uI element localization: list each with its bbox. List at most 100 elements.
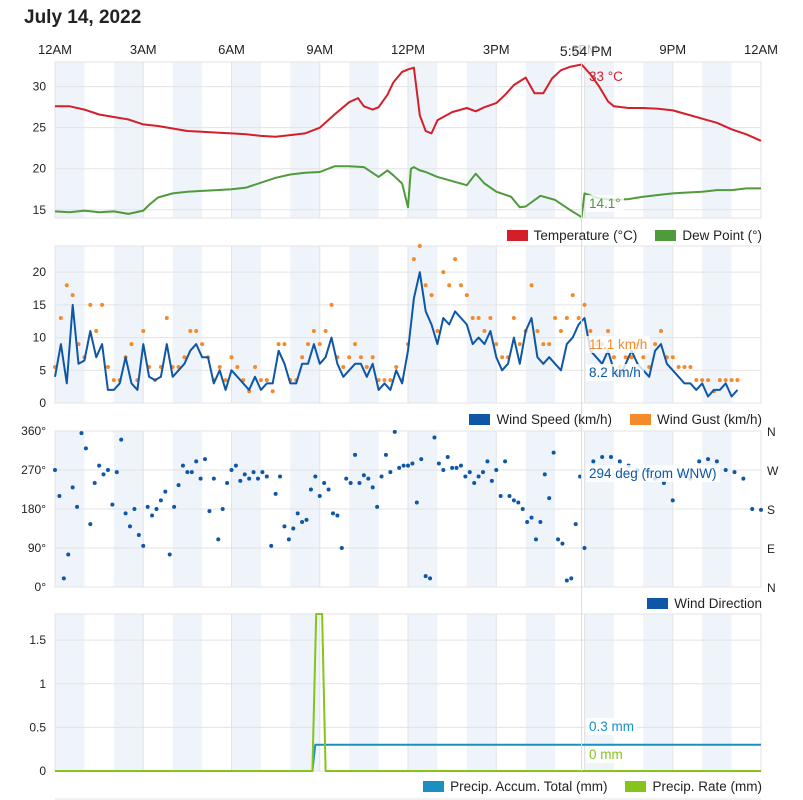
x-tick-label: 6AM	[218, 42, 245, 57]
hour-stripe	[643, 62, 673, 218]
wind-gust-point	[94, 329, 99, 334]
wind-gust-point	[629, 355, 634, 360]
wind-gust-point	[564, 315, 569, 320]
wind-direction-point	[225, 481, 230, 485]
tooltip-precip-rate: 0 mm	[586, 746, 626, 763]
wind-gust-point	[464, 293, 469, 298]
wind-gust-point	[553, 315, 558, 320]
wind-gust-point	[100, 302, 105, 307]
legend-item-wind-gust[interactable]: Wind Gust (km/h)	[629, 412, 762, 427]
wind-gust-point	[700, 378, 705, 383]
wind-direction-point	[251, 470, 256, 475]
wind-gust-point	[458, 283, 463, 288]
legend-item-temperature[interactable]: Temperature (°C)	[506, 228, 638, 243]
wind-direction-point	[600, 455, 605, 459]
wind-direction-point	[176, 483, 181, 488]
wind-direction-point	[556, 537, 561, 542]
legend-swatch-wind-gust	[629, 414, 651, 425]
wind-direction-point	[97, 463, 102, 468]
wind-direction-point	[238, 478, 243, 483]
wind-gust-point	[358, 355, 363, 360]
wind-gust-point	[305, 342, 310, 347]
x-tick-label: 3PM	[482, 42, 510, 57]
wind-direction-point	[278, 474, 283, 479]
wind-direction-point	[445, 455, 450, 459]
wind-direction-point	[304, 517, 309, 522]
wind-gust-point	[470, 315, 475, 320]
hour-stripe	[525, 614, 556, 771]
wind-gust-point	[64, 283, 69, 288]
wind-direction-point	[66, 552, 71, 557]
wind-direction-point	[564, 578, 569, 583]
hour-stripe	[702, 614, 732, 771]
wind-direction-point	[203, 457, 208, 462]
wind-direction-point	[110, 502, 115, 507]
legend-item-precip-rate[interactable]: Precip. Rate (mm)	[625, 779, 762, 794]
wind-gust-point	[676, 365, 681, 370]
legend-item-dew-point[interactable]: Dew Point (°)	[655, 228, 762, 243]
tooltip-wind-direction: 294 deg (from WNW)	[586, 465, 720, 482]
wind-gust-point	[441, 270, 446, 275]
wind-direction-point	[375, 504, 380, 509]
wind-direction-point	[454, 465, 459, 470]
wind-direction-point	[467, 470, 472, 475]
wind-direction-point	[123, 511, 128, 516]
wind-gust-point	[429, 293, 434, 298]
tooltip-temperature: 33 °C	[589, 69, 623, 84]
wind-direction-point	[172, 504, 177, 509]
x-tick-label: 12AM	[744, 42, 778, 57]
wind-direction-point	[476, 474, 481, 479]
wind-gust-point	[364, 365, 369, 370]
wind-gust-point	[717, 378, 722, 383]
wind-gust-point	[323, 329, 328, 334]
wind-gust-point	[88, 302, 93, 307]
legend-label-wind-speed: Wind Speed (km/h)	[496, 412, 612, 427]
hour-stripe	[55, 614, 85, 771]
wind-direction-point	[392, 429, 397, 434]
wind-direction-point	[150, 513, 155, 518]
wind-gust-point	[341, 365, 346, 370]
wind-gust-point	[370, 355, 375, 360]
wind-direction-point	[101, 472, 106, 477]
wind-direction-point	[507, 494, 512, 498]
temperature-line	[55, 63, 762, 142]
cursor-time-label: 5:54 PM	[557, 43, 615, 59]
wind-direction-point	[498, 494, 503, 498]
wind-direction-point	[379, 474, 384, 479]
wind-direction-point	[105, 468, 110, 472]
wind-gust-point	[488, 315, 493, 320]
wind-direction-point	[247, 476, 252, 481]
legend-item-wind-speed[interactable]: Wind Speed (km/h)	[469, 412, 612, 427]
wind-direction-point	[158, 498, 163, 503]
wind-direction-point	[617, 459, 622, 464]
wind-direction-point	[383, 452, 388, 457]
wind-direction-point	[661, 481, 666, 485]
wind-direction-point	[741, 476, 746, 481]
x-tick-label: 9AM	[306, 42, 334, 57]
y-tick-label: 10	[33, 331, 47, 345]
wind-direction-point	[560, 541, 565, 546]
hour-stripe	[525, 246, 556, 403]
wind-direction-point	[185, 470, 190, 475]
wind-direction-point	[551, 450, 556, 455]
wind-direction-point	[92, 481, 97, 485]
legend-item-precip-accum[interactable]: Precip. Accum. Total (mm)	[423, 779, 607, 794]
legend-label-temperature: Temperature (°C)	[533, 228, 638, 243]
wind-direction-point	[295, 511, 300, 516]
wind-gust-point	[311, 329, 316, 334]
wind-direction-point	[286, 537, 291, 542]
hour-stripe	[466, 246, 497, 403]
wind-gust-point	[182, 355, 187, 360]
wind-direction-point	[463, 474, 468, 479]
wind-gust-point	[494, 342, 499, 347]
wind-gust-point	[276, 342, 281, 347]
tooltip-precip-accum: 0.3 mm	[586, 718, 638, 735]
wind-gust-point	[164, 315, 169, 320]
wind-direction-point	[723, 468, 728, 472]
wind-gust-point	[653, 342, 658, 347]
legend-precip: Precip. Accum. Total (mm) Precip. Rate (…	[405, 779, 762, 794]
wind-direction-point	[573, 522, 578, 527]
legend-item-wind-direction[interactable]: Wind Direction	[647, 596, 762, 611]
legend-wind: Wind Speed (km/h) Wind Gust (km/h)	[451, 412, 762, 427]
